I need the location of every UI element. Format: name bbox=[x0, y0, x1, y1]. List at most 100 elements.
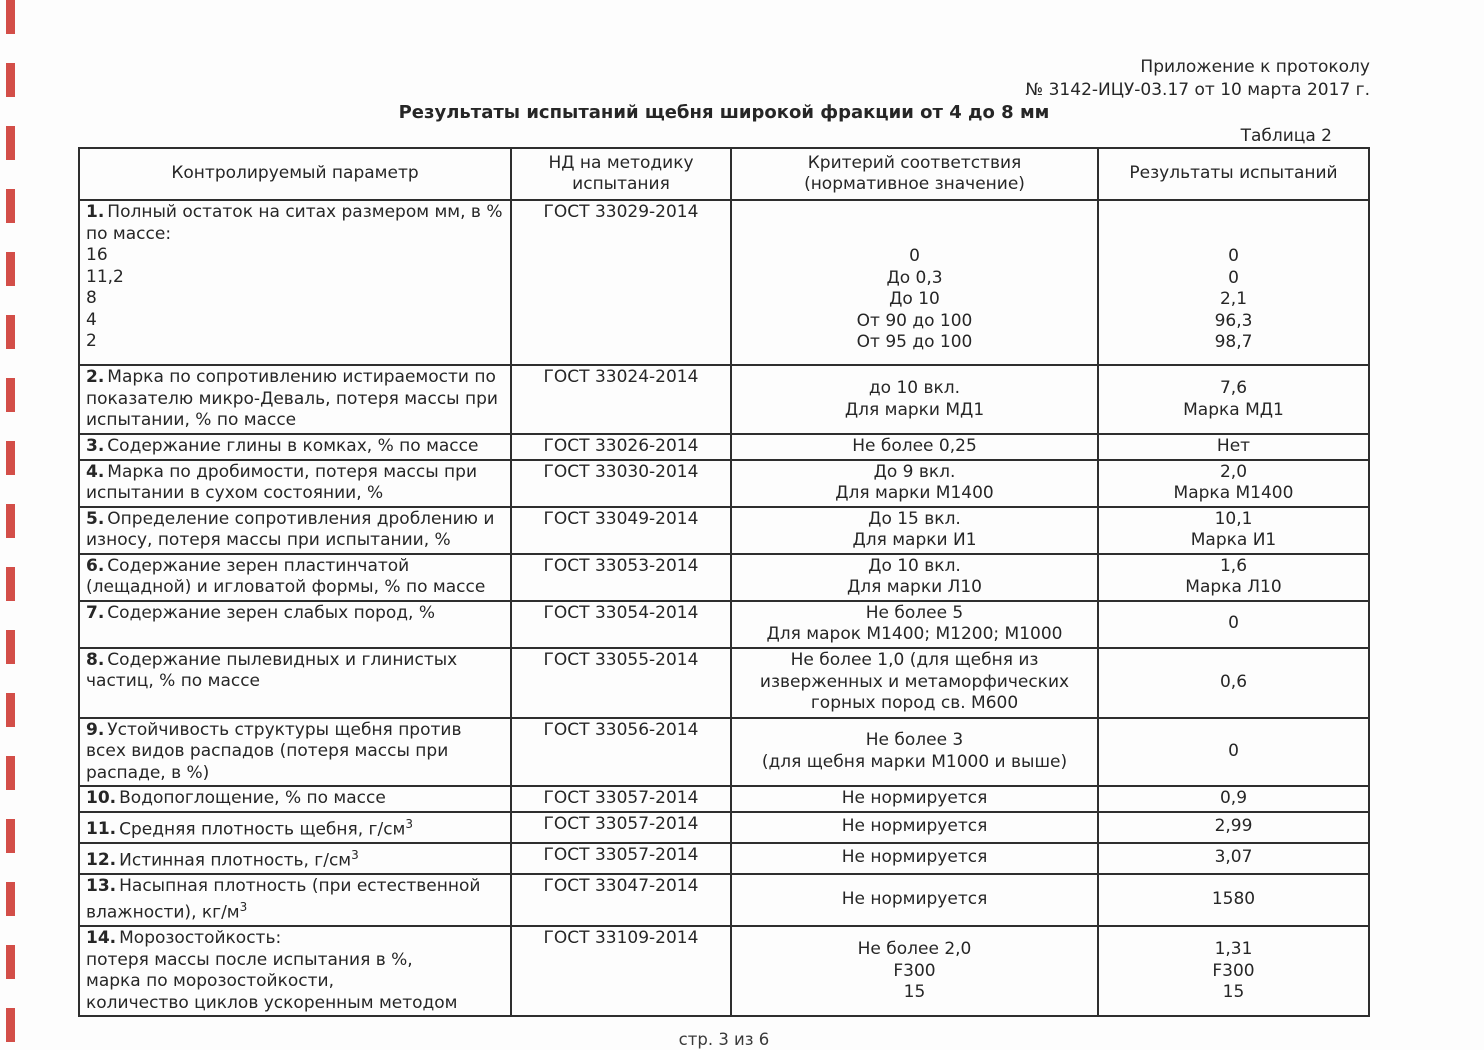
parameter-text: Содержание зерен пластинчатой (лещадной)… bbox=[86, 555, 486, 598]
method-cell: ГОСТ 33053-2014 bbox=[510, 552, 732, 602]
row-number: 1. bbox=[86, 202, 105, 222]
parameter-cell: 7. Содержание зерен слабых пород, % bbox=[78, 599, 512, 649]
parameter-text: Содержание зерен слабых пород, % bbox=[107, 602, 436, 623]
criteria-cell: Не нормируется bbox=[730, 872, 1099, 928]
method-cell: ГОСТ 33026-2014 bbox=[510, 433, 732, 461]
criteria-cell: Не более 2,0 F300 15 bbox=[730, 925, 1099, 1018]
criteria-cell: Не нормируется bbox=[730, 841, 1099, 875]
parameter-text: Водопоглощение, % по массе bbox=[119, 788, 386, 808]
parameter-text: Полный остаток на ситах размером мм, в %… bbox=[86, 202, 503, 244]
method-cell: ГОСТ 33030-2014 bbox=[510, 458, 732, 508]
header-protocol-number: № 3142-ИЦУ-03.17 от 10 марта 2017 г. bbox=[1025, 80, 1370, 100]
criteria-cell: До 10 вкл. Для марки Л10 bbox=[730, 552, 1099, 602]
criteria-cell: Не более 3 (для щебня марки М1000 и выше… bbox=[730, 716, 1099, 787]
method-cell: ГОСТ 33029-2014 bbox=[510, 199, 732, 366]
parameter-cell: 14. Морозостойкость: потеря массы после и… bbox=[78, 925, 512, 1018]
table-row-5: 5. Определение сопротивления дроблению и … bbox=[78, 505, 1370, 555]
criteria-cell: до 10 вкл. Для марки МД1 bbox=[730, 364, 1099, 435]
parameter-cell: 4. Марка по дробимости, потеря массы при … bbox=[78, 458, 512, 508]
result-cell: 1,31 F300 15 bbox=[1097, 925, 1370, 1018]
table-row-7: 7. Содержание зерен слабых пород, % ГОСТ … bbox=[78, 599, 1370, 649]
table-row-9: 9. Устойчивость структуры щебня против вс… bbox=[78, 716, 1370, 787]
row-number: 12. bbox=[86, 850, 117, 871]
parameter-cell: 13. Насыпная плотность (при естественной … bbox=[78, 872, 512, 928]
criteria-cell: Не более 1,0 (для щебня из изверженных и… bbox=[730, 646, 1099, 719]
parameter-cell: 11. Средняя плотность щебня, г/см3 bbox=[78, 810, 512, 844]
table-row-2: 2. Марка по сопротивлению истираемости по… bbox=[78, 364, 1370, 435]
result-cell: 7,6 Марка МД1 bbox=[1097, 364, 1370, 435]
col-header-method: НД на методику испытания bbox=[510, 147, 732, 201]
test-results-table: Контролируемый параметр НД на методику и… bbox=[78, 147, 1370, 1018]
col-header-result: Результаты испытаний bbox=[1097, 147, 1370, 201]
result-cell: 1580 bbox=[1097, 872, 1370, 928]
parameter-cell: 1. Полный остаток на ситах размером мм, в… bbox=[78, 199, 512, 366]
table-row-4: 4. Марка по дробимости, потеря массы при … bbox=[78, 458, 1370, 508]
criteria-cell: До 15 вкл. Для марки И1 bbox=[730, 505, 1099, 555]
parameter-text: Марка по сопротивлению истираемости по п… bbox=[86, 367, 498, 430]
result-cell: 3,07 bbox=[1097, 841, 1370, 875]
parameter-cell: 10. Водопоглощение, % по массе bbox=[78, 785, 512, 813]
col-header-parameter: Контролируемый параметр bbox=[78, 147, 512, 201]
superscript: 3 bbox=[239, 900, 248, 915]
parameter-cell: 5. Определение сопротивления дроблению и … bbox=[78, 505, 512, 555]
result-cell: 2,0 Марка М1400 bbox=[1097, 458, 1370, 508]
table-row-6: 6. Содержание зерен пластинчатой (лещадно… bbox=[78, 552, 1370, 602]
method-cell: ГОСТ 33057-2014 bbox=[510, 841, 732, 875]
result-cell: Нет bbox=[1097, 433, 1370, 461]
table-row-3: 3. Содержание глины в комках, % по массе … bbox=[78, 433, 1370, 461]
row-number: 10. bbox=[86, 788, 117, 808]
method-cell: ГОСТ 33056-2014 bbox=[510, 716, 732, 787]
doc-header: Приложение к протоколу № 3142-ИЦУ-03.17 … bbox=[78, 56, 1370, 102]
row-number: 7. bbox=[86, 602, 105, 623]
method-cell: ГОСТ 33057-2014 bbox=[510, 785, 732, 813]
superscript: 3 bbox=[351, 847, 359, 862]
method-cell: ГОСТ 33049-2014 bbox=[510, 505, 732, 555]
criteria-cell: Не более 0,25 bbox=[730, 433, 1099, 461]
result-cell: 0,9 bbox=[1097, 785, 1370, 813]
header-annex-line: Приложение к протоколу bbox=[1140, 57, 1370, 77]
parameter-text: Содержание пылевидных и глинистых частиц… bbox=[86, 649, 458, 692]
parameter-cell: 3. Содержание глины в комках, % по массе bbox=[78, 433, 512, 461]
criteria-cell: 0 До 0,3 До 10 От 90 до 100 От 95 до 100 bbox=[730, 199, 1099, 366]
parameter-text: Определение сопротивления дроблению и из… bbox=[86, 508, 495, 551]
superscript: 3 bbox=[405, 816, 414, 831]
parameter-cell: 2. Марка по сопротивлению истираемости по… bbox=[78, 364, 512, 435]
result-cell: 10,1 Марка И1 bbox=[1097, 505, 1370, 555]
row-number: 2. bbox=[86, 367, 105, 387]
result-cell: 0 0 2,1 96,3 98,7 bbox=[1097, 199, 1370, 366]
method-cell: ГОСТ 33055-2014 bbox=[510, 646, 732, 719]
table-row-14: 14. Морозостойкость: потеря массы после и… bbox=[78, 925, 1370, 1018]
table-row-11: 11. Средняя плотность щебня, г/см3 ГОСТ 3… bbox=[78, 810, 1370, 844]
criteria-cell: Не более 5 Для марок М1400; М1200; М1000 bbox=[730, 599, 1099, 649]
parameter-lines: 16 11,2 8 4 2 bbox=[86, 245, 124, 351]
row-number: 9. bbox=[86, 719, 105, 740]
page-number: стр. 3 из 6 bbox=[678, 1030, 770, 1050]
method-cell: ГОСТ 33047-2014 bbox=[510, 872, 732, 928]
result-cell: 2,99 bbox=[1097, 810, 1370, 844]
parameter-text: Содержание глины в комках, % по массе bbox=[107, 436, 479, 456]
row-number: 13. bbox=[86, 875, 117, 896]
parameter-cell: 6. Содержание зерен пластинчатой (лещадно… bbox=[78, 552, 512, 602]
criteria-cell: Не нормируется bbox=[730, 810, 1099, 844]
table-label: Таблица 2 bbox=[1240, 126, 1332, 146]
result-cell: 1,6 Марка Л10 bbox=[1097, 552, 1370, 602]
result-cell: 0 bbox=[1097, 599, 1370, 649]
parameter-text: Устойчивость структуры щебня против всех… bbox=[86, 719, 462, 783]
red-margin-marks bbox=[6, 0, 15, 1050]
parameter-text: Морозостойкость: bbox=[119, 928, 282, 949]
method-cell: ГОСТ 33057-2014 bbox=[510, 810, 732, 844]
method-cell: ГОСТ 33054-2014 bbox=[510, 599, 732, 649]
col-header-criteria: Критерий соответствия (нормативное значе… bbox=[730, 147, 1099, 201]
criteria-cell: Не нормируется bbox=[730, 785, 1099, 813]
parameter-text: Средняя плотность щебня, г/см bbox=[119, 819, 406, 840]
criteria-cell: До 9 вкл. Для марки М1400 bbox=[730, 458, 1099, 508]
method-cell: ГОСТ 33109-2014 bbox=[510, 925, 732, 1018]
table-row-12: 12. Истинная плотность, г/см3 ГОСТ 33057-… bbox=[78, 841, 1370, 875]
row-number: 8. bbox=[86, 649, 105, 670]
document-content: Приложение к протоколу № 3142-ИЦУ-03.17 … bbox=[78, 0, 1370, 1049]
row-number: 4. bbox=[86, 461, 105, 482]
doc-title: Результаты испытаний щебня широкой фракц… bbox=[398, 102, 1050, 123]
table-row-10: 10. Водопоглощение, % по массе ГОСТ 33057… bbox=[78, 785, 1370, 813]
parameter-lines: потеря массы после испытания в %, марка … bbox=[86, 949, 458, 1013]
